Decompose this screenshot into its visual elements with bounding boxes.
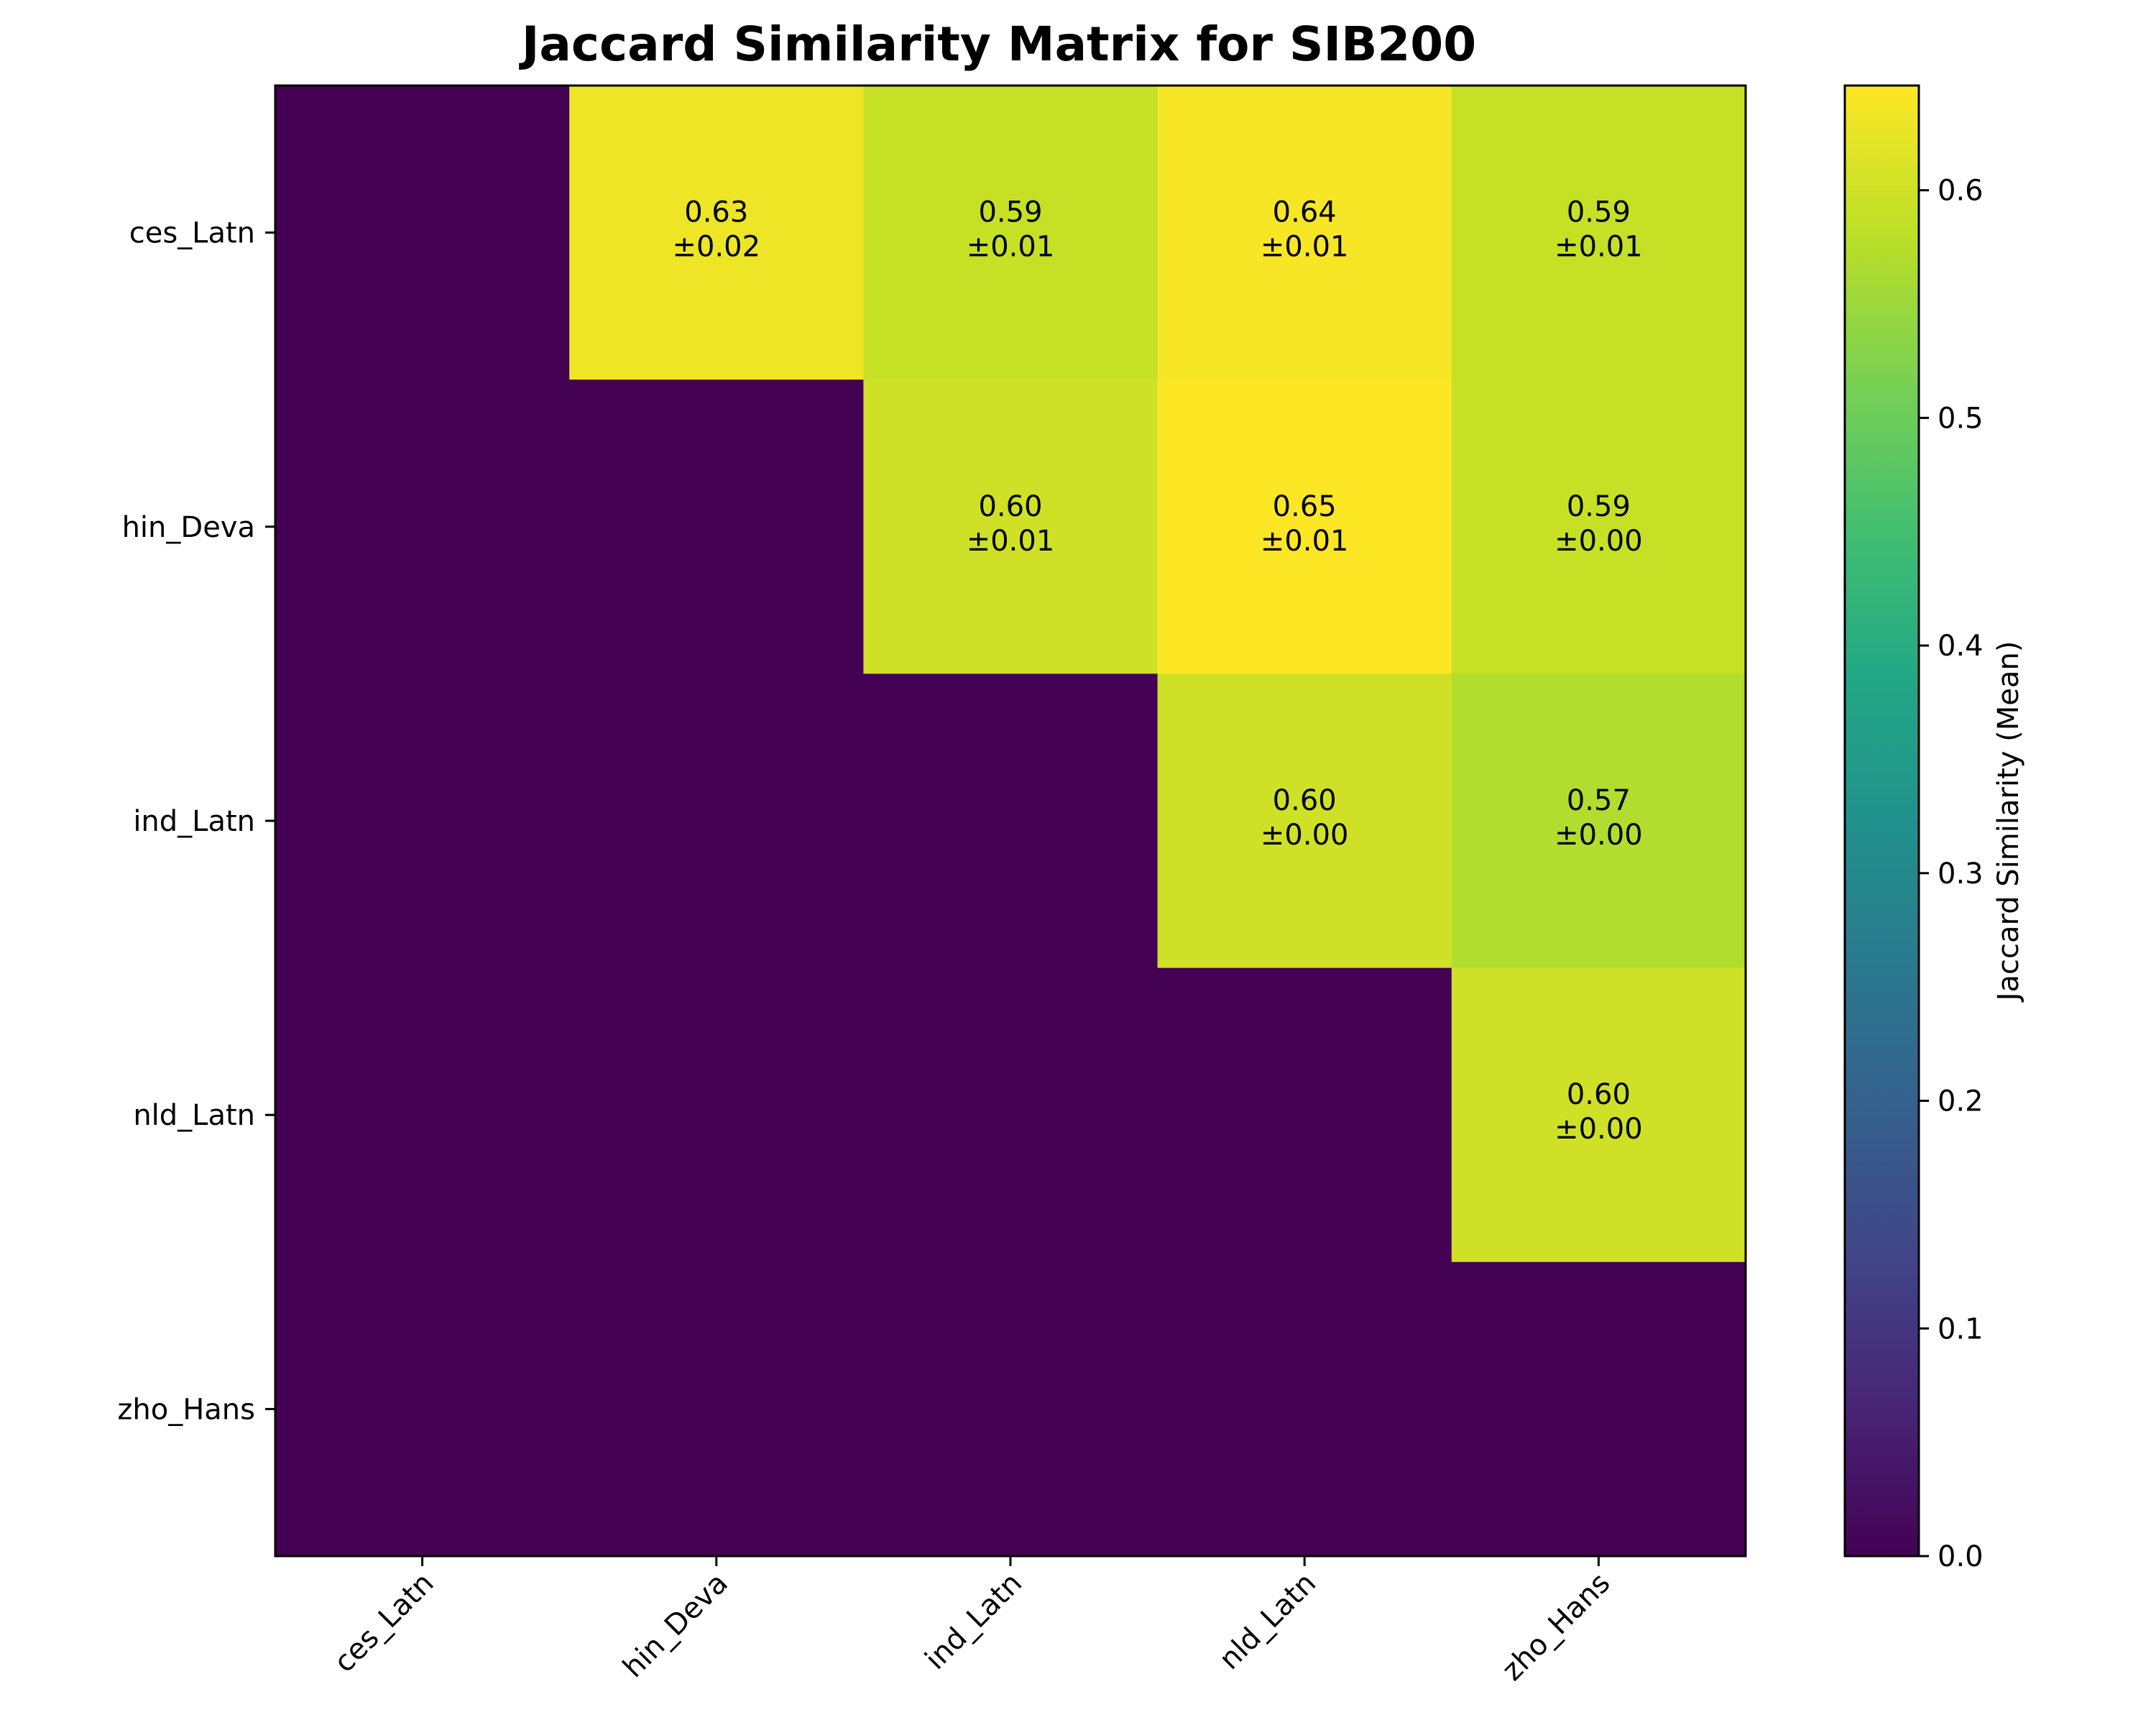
- heatmap-cell: [1451, 380, 1746, 674]
- y-tick-label: ind_Latn: [133, 805, 255, 838]
- heatmap-cell: [1451, 967, 1746, 1263]
- heatmap-cell: [1157, 86, 1452, 380]
- cell-mean-label: 0.59: [1567, 196, 1631, 229]
- cell-mean-label: 0.59: [978, 196, 1042, 229]
- cell-std-label: ±0.01: [1261, 525, 1349, 558]
- heatmap-cell: [863, 1261, 1158, 1557]
- heatmap-cell: [1451, 86, 1746, 380]
- heatmap-cell: [1157, 673, 1452, 969]
- colorbar-tick-label: 0.3: [1938, 857, 1984, 891]
- cell-std-label: ±0.00: [1261, 819, 1349, 852]
- heatmap-cell: [1451, 1261, 1746, 1557]
- x-tick-label: zho_Hans: [1496, 1567, 1616, 1688]
- heatmap-cell: [863, 673, 1158, 969]
- colorbar-tick-label: 0.1: [1938, 1312, 1984, 1346]
- colorbar-frame: [1843, 84, 1920, 1558]
- heatmap-cell: [569, 380, 864, 674]
- cell-mean-label: 0.57: [1567, 784, 1631, 817]
- heatmap-cell: [569, 86, 864, 380]
- heatmap-cell: [569, 1261, 864, 1557]
- colorbar-tick-label: 0.0: [1938, 1540, 1984, 1573]
- x-tick-label: ces_Latn: [328, 1567, 440, 1679]
- heatmap-cell: [1157, 967, 1452, 1263]
- y-tick-label: nld_Latn: [133, 1099, 255, 1132]
- colorbar-tick-label: 0.2: [1938, 1085, 1984, 1118]
- cell-mean-label: 0.60: [1567, 1078, 1631, 1111]
- heatmap-cells: [275, 86, 1746, 1557]
- cell-std-label: ±0.01: [1554, 231, 1643, 264]
- heatmap-cell: [1157, 380, 1452, 674]
- cell-std-label: ±0.00: [1554, 1113, 1643, 1146]
- heatmap-cell: [1451, 673, 1746, 969]
- colorbar-tick-label: 0.5: [1938, 402, 1984, 435]
- cell-std-label: ±0.00: [1554, 525, 1643, 558]
- cell-std-label: ±0.01: [967, 525, 1055, 558]
- colorbar-gradient: [1845, 86, 1919, 1556]
- cell-mean-label: 0.60: [1273, 784, 1337, 817]
- y-axis: ces_Latn hin_Deva ind_Latn nld_Latn zho_Hans: [117, 217, 275, 1426]
- colorbar: 0.0 0.1 0.2 0.3 0.4 0.5 0.6 Jaccard Similarity …: [1843, 84, 2025, 1573]
- y-tick-label: zho_Hans: [117, 1393, 255, 1426]
- colorbar-tick-label: 0.4: [1938, 630, 1984, 663]
- cell-std-label: ±0.01: [967, 231, 1055, 264]
- heatmap-cell: [275, 673, 570, 969]
- cell-std-label: ±0.02: [673, 231, 761, 264]
- y-tick-label: ces_Latn: [129, 217, 255, 250]
- heatmap-cell: [863, 967, 1158, 1263]
- y-tick-label: hin_Deva: [122, 511, 255, 544]
- heatmap-cell: [569, 673, 864, 969]
- chart-title: Jaccard Similarity Matrix for SIB200: [519, 17, 1476, 72]
- heatmap-cell: [863, 380, 1158, 674]
- cell-mean-label: 0.59: [1567, 490, 1631, 523]
- cell-mean-label: 0.64: [1273, 196, 1337, 229]
- x-tick-label: ind_Latn: [919, 1567, 1029, 1677]
- heatmap-cell: [275, 380, 570, 674]
- cell-mean-label: 0.60: [978, 490, 1042, 523]
- x-tick-label: nld_Latn: [1213, 1567, 1323, 1677]
- heatmap-cell: [1157, 1261, 1452, 1557]
- heatmap-cell-labels: 0.63±0.020.59±0.010.64±0.010.59±0.010.60…: [673, 196, 1643, 1146]
- cell-std-label: ±0.01: [1261, 231, 1349, 264]
- x-tick-label: hin_Deva: [617, 1567, 734, 1685]
- heatmap-cell: [275, 967, 570, 1263]
- cell-mean-label: 0.63: [684, 196, 748, 229]
- colorbar-label: Jaccard Similarity (Mean): [1992, 641, 2025, 1003]
- x-axis: ces_Latn hin_Deva ind_Latn nld_Latn zho_Hans: [328, 1556, 1616, 1688]
- heatmap-cell: [275, 86, 570, 380]
- heatmap-cell: [569, 967, 864, 1263]
- heatmap-cell: [863, 86, 1158, 380]
- colorbar-tick-label: 0.6: [1938, 175, 1984, 208]
- cell-mean-label: 0.65: [1273, 490, 1337, 523]
- cell-std-label: ±0.00: [1554, 819, 1643, 852]
- heatmap-cell: [275, 1261, 570, 1557]
